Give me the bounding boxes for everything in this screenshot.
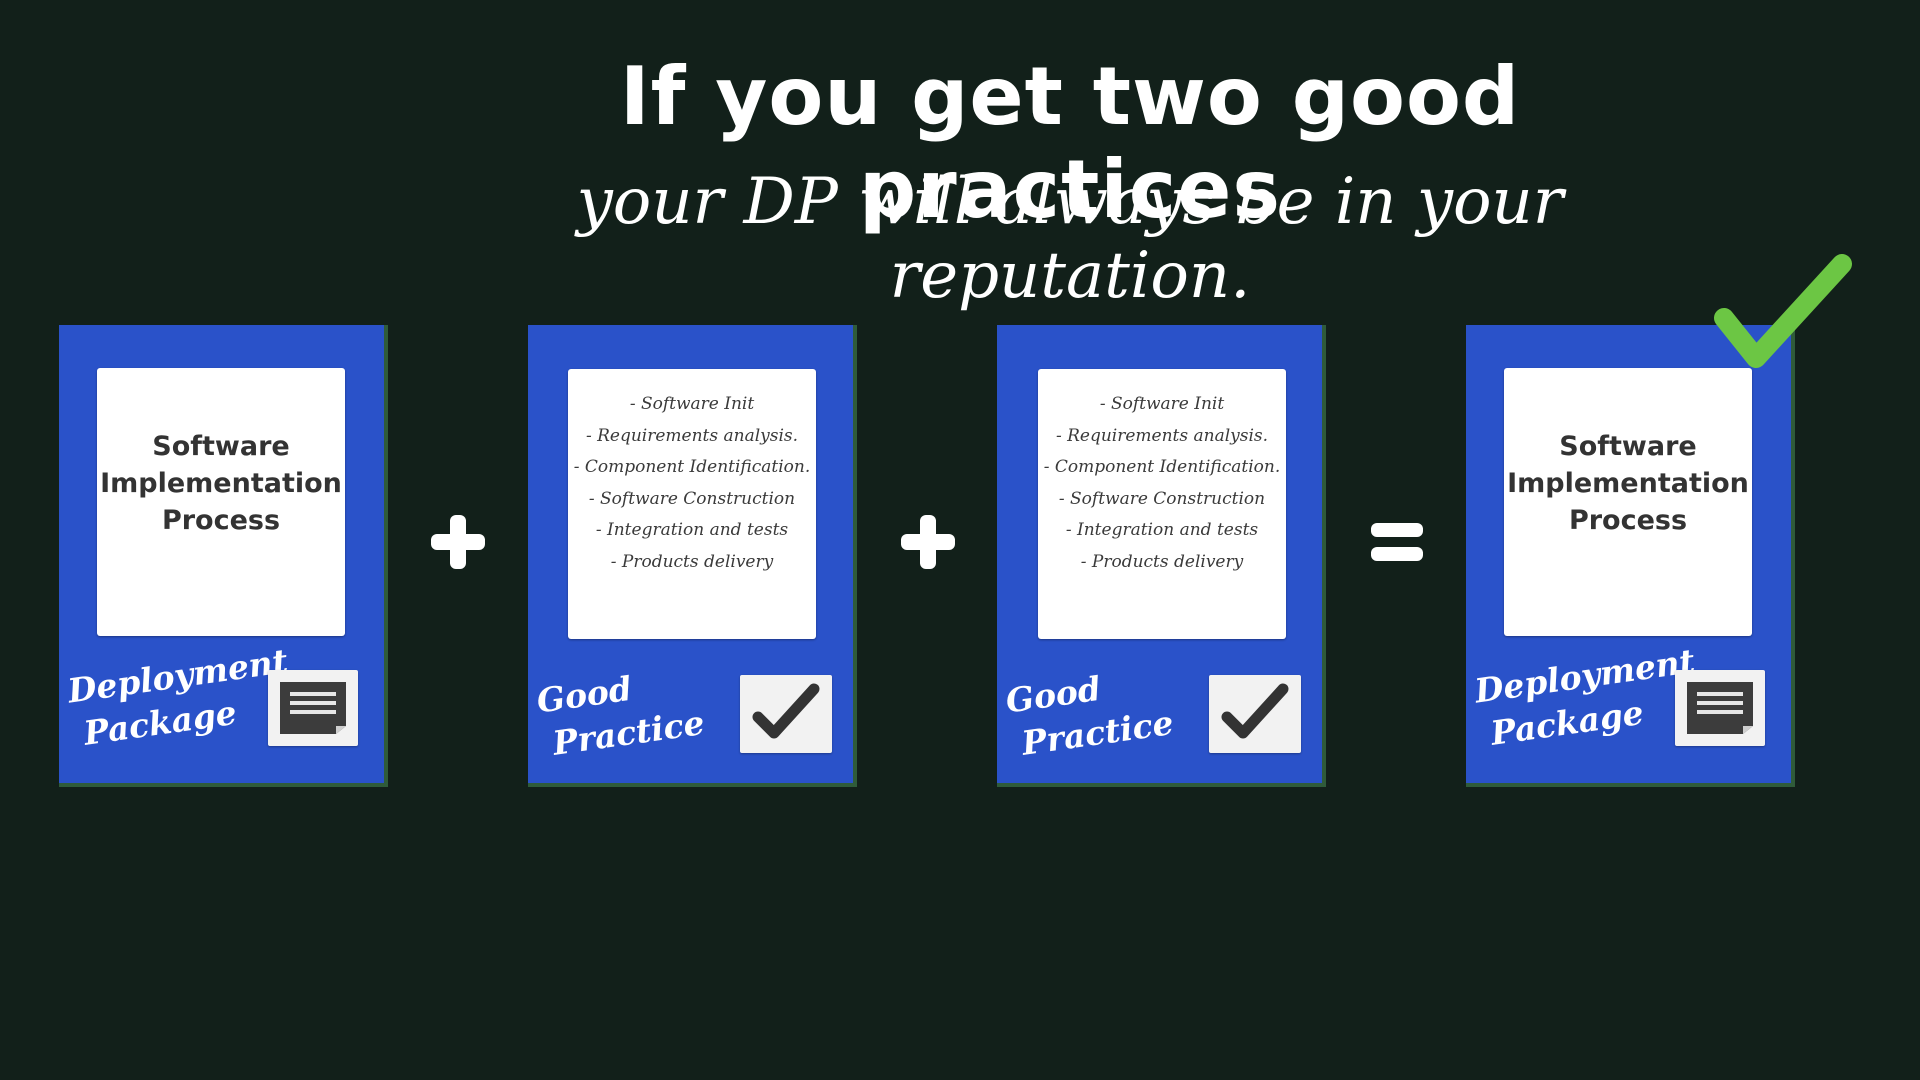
process-sheet: Software Implementation Process bbox=[97, 368, 345, 636]
practice-item: - Requirements analysis. bbox=[1055, 425, 1269, 446]
practice-list: - Software Init - Requirements analysis.… bbox=[568, 389, 816, 578]
heading-line: Process bbox=[1568, 505, 1688, 536]
equals-icon bbox=[1371, 523, 1423, 561]
card-label: Deployment Package bbox=[1472, 639, 1704, 757]
checkmark-icon bbox=[740, 675, 832, 753]
practice-item: - Software Construction bbox=[588, 488, 796, 509]
heading-line: Implementation bbox=[1507, 468, 1749, 499]
heading-line: Software bbox=[1559, 431, 1697, 462]
result-deployment-package-card: Software Implementation Process Deployme… bbox=[1466, 325, 1795, 787]
card-label: Good Practice bbox=[1003, 657, 1176, 767]
good-practice-card: - Software Init - Requirements analysis.… bbox=[997, 325, 1326, 787]
good-practice-card: - Software Init - Requirements analysis.… bbox=[528, 325, 857, 787]
practice-sheet: - Software Init - Requirements analysis.… bbox=[1038, 369, 1286, 639]
practice-item: - Component Identification. bbox=[1043, 457, 1281, 477]
practice-list: - Software Init - Requirements analysis.… bbox=[1038, 389, 1286, 578]
green-checkmark-icon bbox=[1714, 254, 1852, 368]
card-label: Deployment Package bbox=[65, 639, 297, 757]
card-label: Good Practice bbox=[534, 657, 707, 767]
slide-title: If you get two good practices bbox=[619, 50, 1521, 236]
process-heading: Software Implementation Process bbox=[97, 428, 345, 539]
plus-icon bbox=[431, 515, 485, 569]
practice-item: - Products delivery bbox=[610, 551, 774, 572]
deployment-package-card: Software Implementation Process Deployme… bbox=[59, 325, 388, 787]
heading-line: Software bbox=[152, 431, 290, 462]
plus-icon bbox=[901, 515, 955, 569]
heading-line: Process bbox=[161, 505, 281, 536]
practice-item: - Software Init bbox=[1099, 394, 1225, 414]
practice-item: - Integration and tests bbox=[1065, 520, 1259, 540]
practice-item: - Products delivery bbox=[1080, 551, 1244, 572]
process-sheet: Software Implementation Process bbox=[1504, 368, 1752, 636]
practice-sheet: - Software Init - Requirements analysis.… bbox=[568, 369, 816, 639]
practice-item: - Software Init bbox=[629, 394, 755, 414]
document-icon bbox=[1675, 670, 1765, 746]
slide-subtitle: your DP will always be in your reputatio… bbox=[576, 165, 1564, 313]
practice-item: - Requirements analysis. bbox=[585, 425, 799, 446]
practice-item: - Integration and tests bbox=[595, 520, 789, 540]
practice-item: - Software Construction bbox=[1058, 488, 1266, 509]
checkmark-icon bbox=[1209, 675, 1301, 753]
document-icon bbox=[268, 670, 358, 746]
process-heading: Software Implementation Process bbox=[1504, 428, 1752, 539]
practice-item: - Component Identification. bbox=[573, 457, 811, 477]
heading-line: Implementation bbox=[100, 468, 342, 499]
